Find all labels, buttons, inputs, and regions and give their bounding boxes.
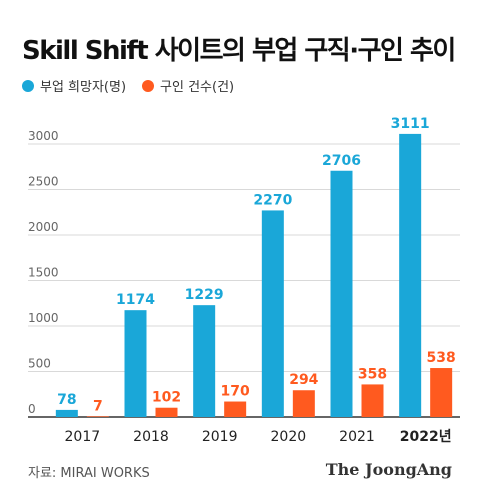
legend-item-job-postings: 구인 건수(건) bbox=[142, 76, 234, 95]
y-tick-label: 3000 bbox=[28, 129, 59, 143]
legend-swatch-job-postings bbox=[142, 79, 155, 92]
bar-job-seekers bbox=[330, 170, 353, 417]
x-tick-label: 2020 bbox=[271, 429, 307, 445]
legend: 부업 희망자(명) 구인 건수(건) bbox=[22, 76, 250, 95]
bar-job-postings bbox=[224, 401, 247, 417]
y-tick-label: 2500 bbox=[28, 175, 59, 189]
bar-job-seekers bbox=[193, 305, 216, 417]
x-tick-label: 2019 bbox=[202, 429, 238, 445]
bar-job-seekers bbox=[124, 310, 147, 417]
data-label: 358 bbox=[358, 366, 387, 382]
bar-job-postings bbox=[86, 416, 109, 417]
bar-job-postings bbox=[430, 368, 453, 417]
data-label: 102 bbox=[152, 390, 181, 406]
y-tick-label: 2000 bbox=[28, 220, 59, 234]
legend-label-job-seekers: 부업 희망자(명) bbox=[40, 80, 127, 95]
data-label: 2270 bbox=[253, 192, 292, 208]
data-label: 1174 bbox=[116, 292, 155, 308]
bar-job-seekers bbox=[261, 210, 284, 417]
data-label: 78 bbox=[57, 392, 76, 408]
x-tick-label: 2022년 bbox=[400, 429, 452, 445]
x-tick-label: 2021 bbox=[339, 429, 375, 445]
data-label: 1229 bbox=[185, 287, 224, 303]
y-tick-label: 1000 bbox=[28, 311, 59, 325]
data-label: 170 bbox=[221, 384, 250, 400]
source-note: 자료: MIRAI WORKS bbox=[28, 466, 150, 481]
legend-swatch-job-seekers bbox=[22, 79, 34, 92]
data-label: 294 bbox=[289, 372, 318, 388]
bar-job-postings bbox=[361, 384, 384, 417]
bar-job-seekers bbox=[399, 133, 422, 418]
y-tick-label: 500 bbox=[28, 357, 51, 371]
legend-item-job-seekers: 부업 희망자(명) bbox=[22, 76, 126, 95]
bar-job-postings bbox=[155, 407, 178, 417]
x-tick-label: 2017 bbox=[65, 429, 101, 445]
legend-label-job-postings: 구인 건수(건) bbox=[160, 80, 235, 95]
publisher-logo: The JoongAng bbox=[325, 460, 452, 479]
bar-job-seekers bbox=[55, 409, 78, 417]
data-label: 7 bbox=[93, 398, 103, 414]
bar-job-postings bbox=[292, 390, 315, 417]
y-tick-label: 0 bbox=[28, 402, 36, 416]
chart-title: Skill Shift 사이트의 부업 구직·구인 추이 bbox=[22, 36, 456, 66]
data-label: 538 bbox=[427, 350, 456, 366]
data-label: 2706 bbox=[322, 153, 361, 169]
x-tick-label: 2018 bbox=[133, 429, 169, 445]
y-tick-label: 1500 bbox=[28, 266, 59, 280]
data-label: 3111 bbox=[391, 116, 430, 132]
